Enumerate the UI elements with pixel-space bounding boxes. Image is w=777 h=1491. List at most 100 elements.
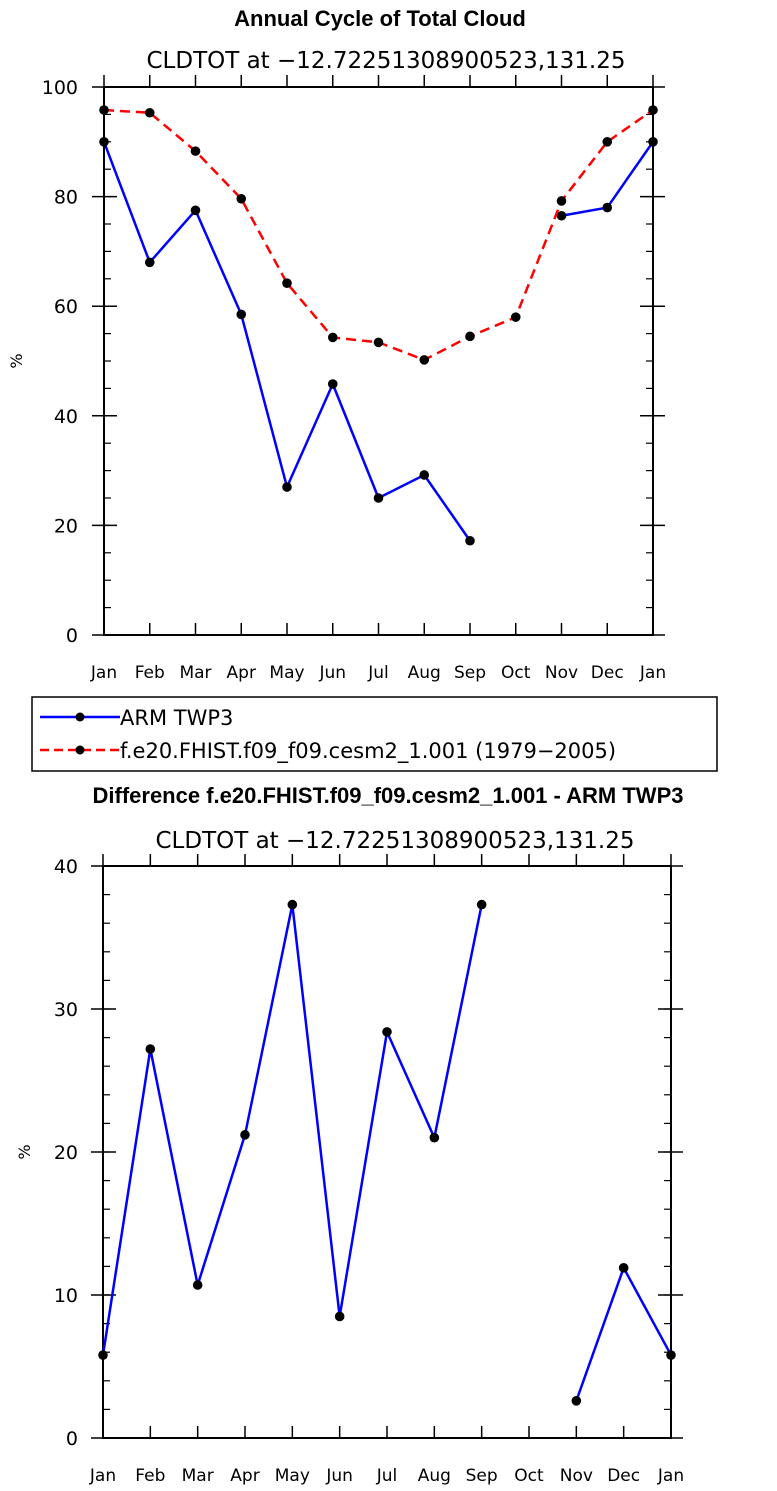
data-point: [476, 899, 487, 910]
legend-marker-arm-twp3: [75, 712, 85, 722]
data-point: [648, 137, 658, 147]
data-point: [373, 493, 384, 503]
x-tick-label: Aug: [418, 1466, 451, 1486]
data-point: [327, 379, 338, 389]
chart-1-ticks: [92, 75, 665, 636]
x-tick-label: Feb: [135, 1466, 165, 1486]
chart-2-y-tick-labels: 0 10 20 30 40: [54, 856, 78, 1450]
y-tick-label: 20: [54, 1142, 78, 1164]
data-point: [334, 1311, 345, 1322]
y-tick-label: 30: [54, 999, 78, 1021]
data-point: [510, 312, 521, 322]
chart-2-subtitle: CLDTOT at −12.72251308900523,131.25: [155, 828, 634, 854]
data-point: [602, 202, 613, 213]
x-tick-label: Nov: [545, 663, 578, 683]
data-point: [192, 1280, 203, 1290]
data-point: [429, 1132, 440, 1143]
data-point: [373, 337, 384, 348]
data-point: [282, 482, 292, 492]
legend-label-cesm2: f.e20.FHIST.f09_f09.cesm2_1.001 (1979−20…: [120, 739, 616, 764]
chart-1-y-tick-labels: 0 20 40 60 80 100: [42, 77, 78, 647]
y-tick-label: 40: [54, 406, 78, 428]
data-point: [236, 193, 247, 204]
data-point: [419, 470, 430, 480]
data-point: [98, 1350, 108, 1360]
x-tick-label: Jan: [657, 1466, 684, 1486]
data-point: [145, 1044, 156, 1054]
series-1: [99, 105, 658, 365]
y-tick-label: 0: [66, 1428, 78, 1450]
series-line: [102, 141, 472, 542]
x-tick-label: Oct: [501, 663, 531, 683]
legend-marker-cesm2: [75, 745, 85, 755]
series-0: [99, 137, 658, 546]
chart-1-series: [99, 105, 658, 546]
data-point: [602, 137, 613, 147]
chart-1-subtitle: CLDTOT at −12.72251308900523,131.25: [146, 48, 625, 74]
x-tick-label: Aug: [408, 663, 441, 683]
chart-2-plot-frame: [102, 865, 672, 1439]
x-tick-label: Feb: [135, 663, 165, 683]
data-point: [666, 1350, 676, 1360]
data-point: [556, 196, 567, 206]
data-point: [287, 899, 298, 910]
series-line: [575, 1266, 673, 1402]
chart-1-y-axis-label: %: [7, 353, 26, 368]
data-point: [99, 137, 109, 147]
data-point: [465, 535, 475, 546]
x-tick-label: Jul: [367, 663, 389, 683]
x-tick-label: Jun: [318, 663, 346, 683]
x-tick-label: Jan: [639, 663, 666, 683]
data-point: [648, 105, 658, 115]
data-point: [236, 309, 247, 320]
chart-2: Difference f.e20.FHIST.f09_f09.cesm2_1.0…: [15, 783, 684, 1486]
data-point: [144, 257, 155, 268]
data-point: [144, 107, 155, 118]
legend-frame: [31, 696, 718, 772]
data-point: [465, 331, 475, 342]
x-tick-label: Apr: [227, 663, 256, 683]
y-tick-label: 100: [42, 77, 78, 99]
x-tick-label: Jan: [89, 1466, 116, 1486]
x-tick-label: May: [275, 1466, 310, 1486]
series-line: [101, 903, 483, 1356]
data-point: [327, 332, 338, 343]
y-tick-label: 80: [54, 187, 78, 209]
y-tick-label: 20: [54, 515, 78, 537]
chart-1-x-tick-labels: Jan Feb Mar Apr May Jun Jul Aug Sep Oct Nov Dec Jan: [90, 663, 666, 683]
x-tick-label: Jul: [376, 1466, 398, 1486]
chart-1-plot-frame: [103, 86, 654, 636]
data-point: [556, 210, 567, 221]
series-0: [98, 899, 676, 1406]
legend-label-arm-twp3: ARM TWP3: [120, 706, 233, 730]
data-point: [190, 146, 201, 156]
y-tick-label: 0: [66, 625, 78, 647]
chart-1-title: Annual Cycle of Total Cloud: [234, 6, 526, 31]
x-tick-label: Dec: [591, 663, 624, 683]
chart-2-y-axis-label: %: [15, 1144, 34, 1159]
data-point: [99, 105, 109, 115]
y-tick-label: 60: [54, 296, 78, 318]
data-point: [240, 1130, 250, 1140]
x-tick-label: Sep: [466, 1466, 498, 1486]
data-point: [190, 205, 201, 216]
x-tick-label: Sep: [454, 663, 486, 683]
data-point: [382, 1027, 392, 1037]
x-tick-label: Mar: [182, 1466, 214, 1486]
x-tick-label: Nov: [560, 1466, 593, 1486]
x-tick-label: Mar: [179, 663, 211, 683]
x-tick-label: Jun: [325, 1466, 353, 1486]
chart-2-x-tick-labels: Jan Feb Mar Apr May Jun Jul Aug Sep Oct Nov Dec Jan: [89, 1466, 684, 1486]
legend: ARM TWP3 f.e20.FHIST.f09_f09.cesm2_1.001…: [31, 696, 718, 772]
y-tick-label: 10: [54, 1285, 78, 1307]
chart-1: Annual Cycle of Total Cloud CLDTOT at −1…: [7, 6, 666, 683]
series-line: [103, 108, 654, 362]
x-tick-label: May: [269, 663, 304, 683]
x-tick-label: Dec: [607, 1466, 640, 1486]
x-tick-label: Apr: [230, 1466, 259, 1486]
chart-2-title: Difference f.e20.FHIST.f09_f09.cesm2_1.0…: [93, 783, 684, 808]
data-point: [282, 278, 292, 288]
data-point: [571, 1396, 582, 1406]
data-point: [618, 1263, 629, 1273]
x-tick-label: Jan: [90, 663, 117, 683]
